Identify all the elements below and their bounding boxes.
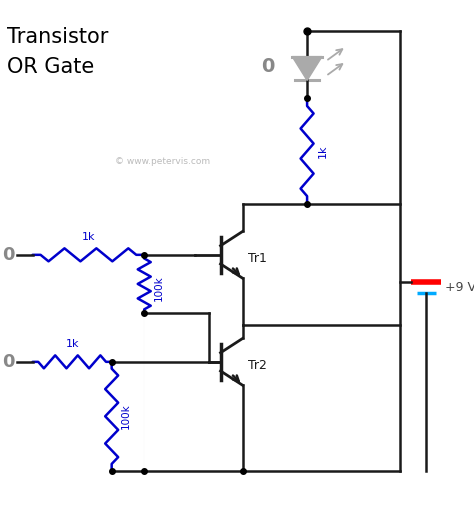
Text: +9 V: +9 V [445, 281, 474, 294]
Text: 0: 0 [261, 58, 275, 76]
Text: OR Gate: OR Gate [8, 57, 95, 77]
Text: 1k: 1k [65, 339, 79, 349]
Polygon shape [292, 57, 322, 80]
Text: © www.petervis.com: © www.petervis.com [115, 157, 210, 166]
Text: Tr1: Tr1 [248, 252, 267, 265]
Text: 100k: 100k [121, 403, 131, 429]
Text: 0: 0 [2, 246, 15, 264]
Text: Tr2: Tr2 [248, 359, 267, 372]
Text: 1k: 1k [82, 232, 95, 242]
Text: 0: 0 [2, 353, 15, 371]
Text: 100k: 100k [154, 276, 164, 301]
Text: 1k: 1k [318, 144, 328, 158]
Text: Transistor: Transistor [8, 27, 109, 47]
